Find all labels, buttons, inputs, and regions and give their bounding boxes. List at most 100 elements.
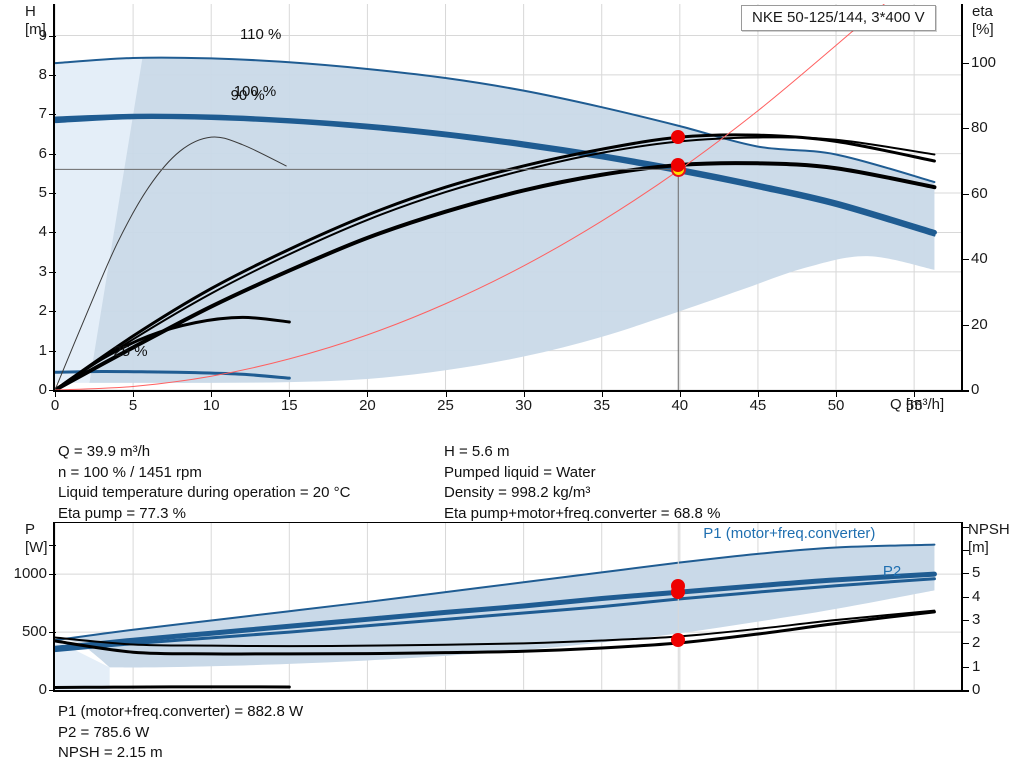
top-plot-area [55,4,961,390]
top-x-tickmark [289,390,291,397]
top-x-axis [53,390,969,392]
top-y-tick-0: 0 [38,381,47,398]
top-eta-tick-100: 100 [971,53,997,71]
top-x-tickmark [914,390,916,397]
top-x-tickmark [757,390,759,397]
bottom-p-tick-1000: 1000 [13,565,47,583]
bottom-p-tickmark-minor [49,545,56,547]
low-flow-shading [55,57,143,383]
bottom-npsh-tickmark-minor [961,550,969,551]
bottom-npsh-tick-3: 3 [972,611,981,628]
operating-info-line-3: Liquid temperature during operation = 20… [58,484,351,501]
top-y-tickmark [49,35,56,37]
top-x-tick-40: 40 [671,397,689,414]
top-x-tick-50: 50 [827,397,845,414]
bottom-npsh-tick-2: 2 [972,634,981,652]
operating-info-line-2: n = 100 % / 1451 rpm [58,463,202,481]
legend-pump-model: NKE 50-125/144, 3*400 V [741,5,936,31]
top-x-tickmark [679,390,681,397]
curve-p1-motor-freq-converter-110- [55,543,936,642]
operating-info-line-1: H = 5.6 m [444,443,510,460]
operating-info-line-3: Density = 998.2 kg/m³ [444,484,591,501]
top-y-tickmark [49,153,56,155]
curve-h-100-duty- [55,113,937,235]
top-eta-tickmark [961,259,969,261]
curve-system-curve [55,4,886,390]
curve-eta-25- [55,315,291,390]
power-curve-label-p1: P1 (motor+freq.converter) [703,524,876,542]
top-x-tickmark [55,390,56,397]
speed-label-100-pct: 100 % [233,82,277,100]
power-npsh-chart: P [W] NPSH [m] [0,518,1024,698]
npsh-marker [671,632,686,647]
operating-info-line-4: Eta pump = 77.3 % [58,504,186,522]
bottom-chart-svg [55,522,961,690]
bottom-npsh-tick-1: 1 [972,657,981,675]
curve-npsh-110- [55,609,936,648]
top-y-axis-title: H [m] [25,3,46,38]
top-eta-tickmark [961,128,969,130]
top-eta-tickmark [961,324,969,326]
bottom-npsh-tickmark [961,666,969,668]
power-info-line-2: P2 = 785.6 W [58,723,150,741]
curve-eta-thin-low-speed- [55,136,287,390]
power-info-line-1: P1 (motor+freq.converter) = 882.8 W [58,703,304,720]
top-x-tick-45: 45 [749,397,767,414]
curve-eta-pump-motor-fc [55,161,937,390]
bottom-npsh-tick-4: 4 [972,587,981,605]
top-y-tick-4: 4 [38,223,47,241]
top-x-tick-30: 30 [515,397,532,414]
top-y-tickmark [49,193,56,195]
bottom-npsh-tick-0: 0 [972,681,981,698]
bottom-npsh-tick-5: 5 [972,564,981,582]
top-y-tickmark [49,350,56,352]
top-eta-tick-60: 60 [971,184,988,202]
curve-p1-motor-freq-converter-100- [55,571,937,651]
speed-label-110-pct: 110 % [239,25,282,43]
operating-info-line-4: Eta pump+motor+freq.converter = 68.8 % [444,504,721,522]
power-info-line-3: NPSH = 2.15 m [58,744,163,761]
speed-label-25-pct: 25 % [113,342,148,360]
bottom-y2-axis-title: NPSH [m] [968,521,1010,556]
power-info: P1 (motor+freq.converter) = 882.8 W P2 = … [58,702,303,764]
top-y-tickmark [49,271,56,273]
top-y-tickmark [49,74,56,76]
top-x-tick-20: 20 [359,397,376,414]
top-x-tickmark [601,390,603,397]
operating-envelope [89,57,935,383]
bottom-p-tick-0: 0 [38,681,47,698]
top-eta-tick-40: 40 [971,250,988,268]
curve-npsh-100- [55,610,936,656]
eta-total-marker [671,157,686,172]
top-y-tick-1: 1 [38,341,47,359]
curve-eta-pump-110- [55,136,936,390]
curve-h-90- [55,117,936,237]
top-x-tick-5: 5 [128,397,138,414]
bottom-p-tickmark [49,690,56,691]
curve-eta-pump-100- [55,133,936,390]
top-x-tickmark [211,390,213,397]
top-y-tick-8: 8 [38,65,47,83]
top-x-tick-25: 25 [437,397,454,414]
top-y-tickmark [49,390,56,391]
top-x-tickmark [523,390,525,397]
p1-marker [671,585,686,600]
top-x-tick-15: 15 [280,397,298,414]
top-y-tick-3: 3 [38,262,47,280]
bottom-plot-area [55,522,961,690]
top-eta-tick-0: 0 [971,381,980,398]
top-chart-svg [55,4,961,390]
operating-info-line-1: Q = 39.9 m³/h [58,443,151,460]
top-x-tick-35: 35 [593,397,611,414]
operating-info-right: H = 5.6 m Pumped liquid = Water Density = … [444,442,720,524]
bottom-p-tickmark [49,632,56,634]
top-x-axis-title: Q [m³/h] [890,396,945,413]
top-eta-axis [961,4,963,390]
bottom-p-tick-500: 500 [21,623,47,641]
top-x-tickmark [367,390,369,397]
top-x-tick-0: 0 [50,397,60,414]
eta-pump-marker [671,130,686,145]
bottom-npsh-tickmark-minor [961,526,969,528]
operating-info-line-2: Pumped liquid = Water [444,463,596,481]
